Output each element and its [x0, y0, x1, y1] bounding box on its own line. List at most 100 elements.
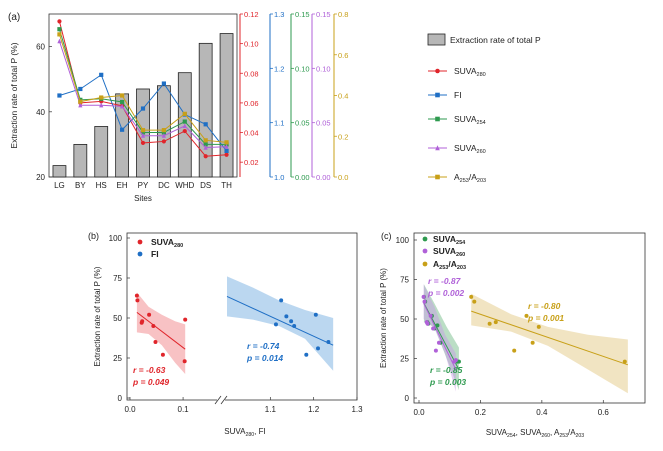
y-tick-label: 25 — [400, 355, 409, 364]
x-tick-label: EH — [117, 181, 128, 190]
legend-label: A253/A203 — [454, 172, 486, 184]
legend-label: SUVA260 — [454, 143, 486, 155]
data-point — [536, 324, 541, 329]
bar — [73, 143, 88, 178]
y-tick-label: 40 — [36, 108, 45, 117]
series-point — [203, 122, 208, 127]
legend-label: SUVA280 — [454, 66, 486, 78]
x-axis-title: SUVA280, FI — [224, 427, 265, 438]
data-point — [151, 324, 156, 328]
x-tick-label: DC — [158, 181, 170, 190]
text-span: FI — [454, 90, 462, 100]
subscript: 260 — [456, 252, 465, 258]
data-point — [316, 346, 320, 351]
legend-label: SUVA280 — [151, 237, 183, 249]
series-point — [161, 139, 166, 144]
x-tick-label: 1.1 — [265, 405, 277, 414]
text-span: A — [433, 259, 439, 269]
subscript: 254 — [507, 433, 516, 439]
series-point — [203, 142, 208, 147]
secondary-tick-label: 0.02 — [244, 158, 259, 167]
data-point — [289, 319, 294, 324]
panel-c: (c) 0 25 50 75 100 Extraction rate of total P … — [379, 231, 646, 439]
secondary-tick-label: 0.05 — [316, 119, 331, 128]
series-point — [161, 130, 166, 135]
subscript: 203 — [457, 265, 466, 271]
secondary-tick-label: 0.04 — [244, 129, 259, 138]
series-point — [78, 102, 83, 108]
x-tick-label: DS — [200, 181, 211, 190]
legend-bar-swatch — [427, 33, 446, 46]
x-tick-label: BY — [75, 181, 86, 190]
x-tick-label: 0.0 — [124, 405, 136, 414]
data-point — [160, 352, 165, 357]
y-tick-label: 60 — [36, 43, 45, 52]
x-tick-label: 0.1 — [178, 405, 190, 414]
series-point — [182, 119, 187, 124]
axis-break-gap — [217, 396, 225, 404]
panel-a-legend: Extraction rate of total PSUVA280FISUVA2… — [427, 33, 541, 184]
x-tick-label: WHD — [175, 181, 194, 190]
text-span: SUVA — [486, 428, 508, 437]
x-tick-label: TH — [221, 181, 232, 190]
plot-frame — [413, 232, 646, 404]
subscript: 280 — [174, 243, 183, 249]
secondary-tick-label: 1.0 — [274, 173, 284, 182]
fit-line — [226, 295, 334, 346]
axis-break-mark — [220, 395, 228, 405]
data-point — [436, 340, 441, 345]
subscript: 260 — [477, 149, 486, 155]
bar — [219, 33, 234, 178]
text-span: /A — [448, 259, 457, 269]
confidence-band — [227, 276, 334, 371]
legend-marker — [137, 251, 143, 257]
x-tick-label: 1.2 — [308, 405, 320, 414]
data-point — [469, 294, 474, 299]
axis-break-mark — [214, 395, 222, 405]
fit-line — [423, 302, 457, 370]
data-point — [487, 321, 492, 326]
series-point — [57, 38, 62, 44]
r-value: r = -0.63 — [133, 365, 166, 375]
panel-a: (a) 20 40 60 Extraction rate of total P (%) L… — [8, 10, 348, 203]
legend-marker — [435, 116, 440, 122]
data-point — [433, 348, 438, 353]
r-value: r = -0.80 — [528, 301, 561, 311]
series-point — [224, 140, 229, 145]
data-point — [140, 319, 145, 324]
secondary-tick-label: 0.10 — [295, 64, 310, 73]
series-point — [182, 111, 187, 116]
legend-label: SUVA254 — [433, 234, 466, 246]
subscript: 203 — [477, 178, 486, 184]
fit-line — [423, 302, 460, 370]
p-value: p = 0.002 — [427, 288, 464, 298]
secondary-tick-label: 0.15 — [316, 10, 331, 19]
secondary-tick-label: 0.4 — [338, 92, 348, 101]
confidence-band — [423, 284, 456, 392]
secondary-tick-label: 0.12 — [244, 10, 259, 19]
legend-label: A253/A203 — [433, 259, 466, 271]
data-point — [435, 323, 440, 328]
panel-label: (b) — [88, 231, 99, 241]
series-point — [78, 86, 83, 92]
y-axis-title: Extraction rate of total P (%) — [93, 266, 102, 366]
panel-label: (c) — [381, 231, 392, 241]
data-point — [313, 312, 318, 317]
text-span: SUVA — [433, 234, 456, 244]
data-point — [292, 324, 297, 328]
x-tick-label: 0.6 — [598, 408, 610, 417]
legend-label: SUVA254 — [454, 114, 486, 126]
x-tick-label: 0.0 — [413, 408, 425, 417]
y-tick-label: 75 — [400, 276, 409, 285]
data-point — [512, 348, 517, 353]
bar — [94, 126, 109, 178]
legend-marker — [435, 174, 440, 180]
p-value: p = 0.014 — [246, 353, 283, 363]
subscript: 260 — [541, 433, 550, 439]
y-axis-title: Extraction rate of total P (%) — [9, 42, 19, 148]
plot-frame — [126, 232, 358, 401]
y-tick-label: 50 — [113, 314, 122, 323]
series-point — [161, 128, 166, 133]
legend-label: FI — [454, 90, 462, 100]
legend-marker — [422, 236, 428, 242]
